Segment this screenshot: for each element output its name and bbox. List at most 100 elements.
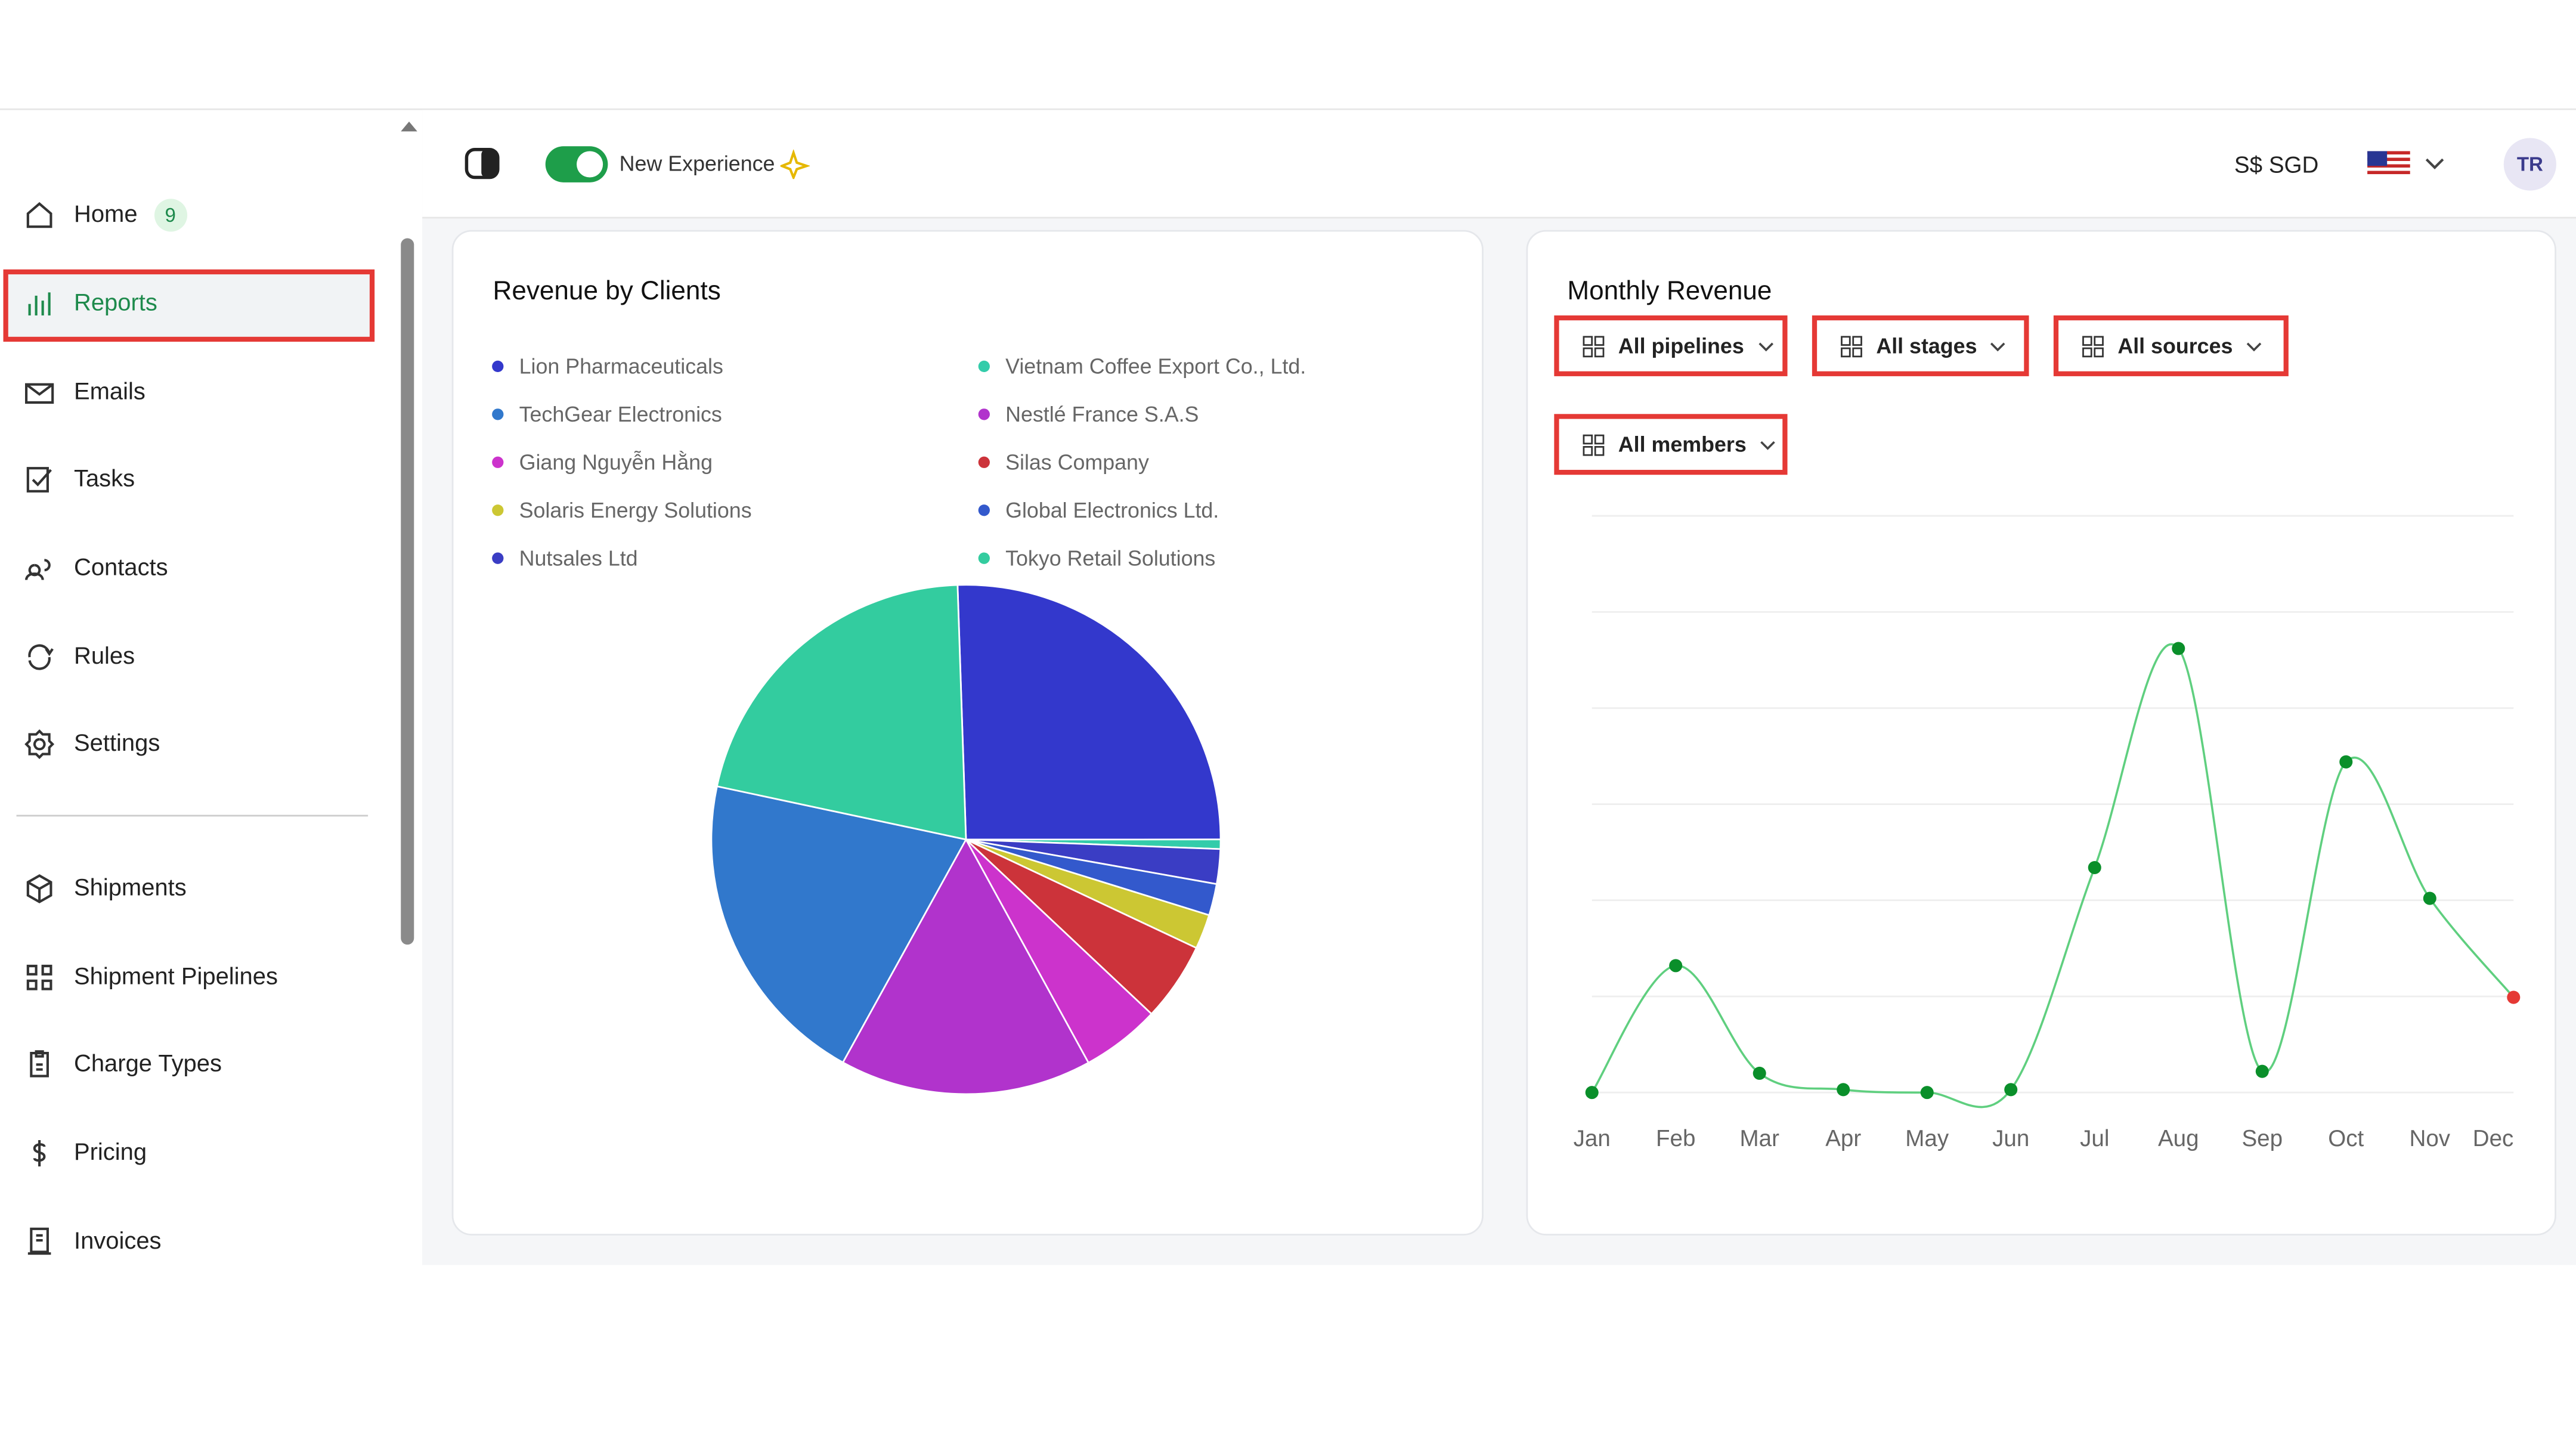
filter-dropdown[interactable]: All members xyxy=(1554,414,1788,475)
nav-icon xyxy=(30,1050,49,1078)
filter-dropdown[interactable]: All stages xyxy=(1812,315,2029,376)
nav-label: Settings xyxy=(73,731,160,758)
toggle-label: New Experience xyxy=(619,151,775,176)
header-bar xyxy=(422,110,2576,219)
data-point xyxy=(1920,1086,1934,1100)
legend-label: Global Electronics Ltd. xyxy=(1005,499,1219,522)
nav-label: Tasks xyxy=(73,466,135,493)
pie-slice xyxy=(710,785,968,1064)
data-point xyxy=(2507,990,2521,1004)
filter-inner: All pipelines xyxy=(1582,333,1773,358)
nav-icon xyxy=(26,467,52,493)
nav-label: Reports xyxy=(73,290,157,317)
nav-item[interactable]: Home 9 xyxy=(23,191,187,240)
filter-dropdown[interactable]: All sources xyxy=(2053,315,2289,376)
nav-badge: 9 xyxy=(154,199,187,232)
data-point xyxy=(2339,755,2353,769)
nav-item[interactable]: Pricing xyxy=(23,1129,147,1178)
language-selector[interactable] xyxy=(2366,148,2451,181)
legend-swatch xyxy=(978,408,990,420)
top-border xyxy=(0,108,2576,110)
nav-item[interactable]: Charge Types xyxy=(23,1040,222,1089)
nav-label: Shipments xyxy=(73,875,187,902)
nav-item[interactable]: Shipments xyxy=(23,864,187,914)
toggle-switch[interactable] xyxy=(544,144,609,184)
nav-label: Home xyxy=(73,202,138,228)
currency[interactable]: S$ SGD xyxy=(2234,151,2319,178)
chart-title: Monthly Revenue xyxy=(1567,276,1772,305)
x-tick-label: Feb xyxy=(1656,1126,1695,1151)
nav-label: Contacts xyxy=(73,555,168,582)
pie-slice xyxy=(841,837,1090,1095)
nav-icon xyxy=(25,559,51,581)
nav-icon xyxy=(28,644,54,670)
data-point xyxy=(1837,1083,1850,1097)
legend-swatch xyxy=(492,360,504,373)
sidebar-toggle[interactable] xyxy=(463,146,503,182)
x-tick-label: Aug xyxy=(2158,1126,2199,1151)
x-tick-label: Jun xyxy=(1992,1126,2029,1151)
legend-label: Nutsales Ltd xyxy=(519,546,638,570)
legend-swatch xyxy=(978,456,990,468)
legend-swatch xyxy=(978,552,990,564)
nav-icon xyxy=(28,292,51,315)
x-tick-label: Mar xyxy=(1740,1126,1780,1151)
nav-item[interactable]: Settings xyxy=(23,720,160,769)
nav-icon xyxy=(24,729,55,760)
avatar[interactable]: TR xyxy=(2503,138,2556,191)
legend-swatch xyxy=(978,360,990,373)
data-point xyxy=(2423,891,2436,905)
nav-label: Rules xyxy=(73,643,135,671)
nav-item[interactable]: Reports xyxy=(23,279,157,329)
x-tick-label: Nov xyxy=(2410,1126,2451,1151)
pie-slice xyxy=(716,584,967,841)
nav-item[interactable]: Emails xyxy=(23,368,145,417)
nav-label: Invoices xyxy=(73,1228,162,1255)
filter-inner: All members xyxy=(1582,432,1776,457)
filter-label: All members xyxy=(1618,432,1747,457)
x-tick-label: Sep xyxy=(2241,1126,2283,1151)
x-tick-label: Dec xyxy=(2473,1126,2514,1151)
chevron xyxy=(1991,342,2006,351)
nav-item[interactable]: Contacts xyxy=(23,544,168,593)
chart-title: Revenue by Clients xyxy=(493,276,721,305)
data-point xyxy=(2255,1064,2269,1078)
nav-icon xyxy=(26,202,52,228)
nav-item[interactable]: Rules xyxy=(23,633,135,682)
x-tick-label: May xyxy=(1905,1126,1949,1151)
divider xyxy=(16,815,369,817)
filter-dropdown[interactable]: All pipelines xyxy=(1554,315,1788,376)
line-series xyxy=(1591,643,2515,1109)
legend-swatch xyxy=(492,552,504,564)
data-point xyxy=(2172,642,2185,655)
sparkle-icon xyxy=(780,149,810,179)
filter-inner: All sources xyxy=(2082,333,2262,358)
filter-label: All stages xyxy=(1876,333,1977,358)
data-point xyxy=(2088,860,2101,875)
x-tick-label: Apr xyxy=(1825,1126,1861,1151)
legend-label: Tokyo Retail Solutions xyxy=(1005,546,1215,570)
chevron xyxy=(2246,342,2262,351)
pie-slice xyxy=(956,584,1222,841)
line-card xyxy=(1526,230,2556,1236)
x-tick-label: Jan xyxy=(1574,1126,1611,1151)
nav-label: Emails xyxy=(73,379,145,406)
data-point xyxy=(2004,1083,2018,1097)
nav-item[interactable]: Tasks xyxy=(23,455,135,504)
nav-icon xyxy=(26,964,52,990)
data-point xyxy=(1753,1066,1766,1080)
nav-item[interactable]: Invoices xyxy=(23,1218,162,1267)
filter-label: All pipelines xyxy=(1618,333,1744,358)
nav-item[interactable]: Shipment Pipelines xyxy=(23,953,278,1002)
legend-label: Lion Pharmaceuticals xyxy=(519,355,723,379)
nav-label: Pricing xyxy=(73,1140,147,1167)
legend-swatch xyxy=(492,456,504,468)
legend-label: Giang Nguyễn Hằng xyxy=(519,450,713,474)
filter-icon xyxy=(1583,434,1605,456)
legend-label: Solaris Energy Solutions xyxy=(519,499,752,522)
legend-swatch xyxy=(978,504,990,516)
legend-label: Silas Company xyxy=(1005,450,1149,474)
nav-label: Shipment Pipelines xyxy=(73,964,278,991)
